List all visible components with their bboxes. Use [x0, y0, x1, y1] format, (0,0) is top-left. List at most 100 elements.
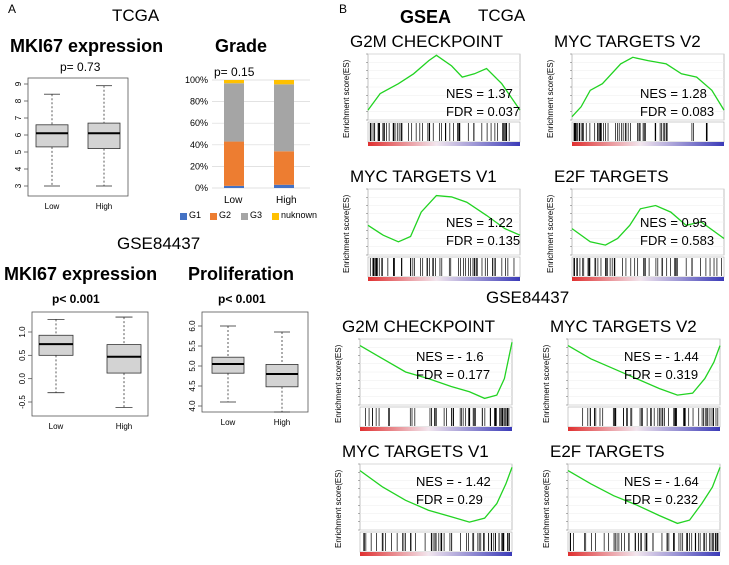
y-tick-label: 5: [14, 149, 23, 154]
gsea-title: MYC TARGETS V2: [554, 32, 701, 51]
box: [211, 356, 245, 374]
box: [38, 334, 74, 356]
box: [265, 364, 299, 388]
fdr-value: FDR = 0.135: [446, 233, 521, 248]
y-tick-label: 0.0: [18, 373, 27, 385]
hits-frame: [367, 256, 521, 278]
gsea-panel: G2M CHECKPOINT Enrichment score(ES) NES = …: [334, 315, 520, 440]
gsea-panel: MYC TARGETS V1 Enrichment score(ES) NES = …: [342, 165, 528, 290]
fdr-value: FDR = 0.037: [446, 104, 521, 119]
gse-mki67-pvalue: p< 0.001: [52, 292, 100, 306]
es-curve: [367, 54, 521, 111]
legend-label-g1: G1: [189, 210, 202, 220]
panel-b-gse-label: GSE84437: [486, 288, 570, 307]
fdr-value: FDR = 0.083: [640, 104, 715, 119]
y-tick-label: 0.5: [18, 349, 27, 361]
legend-label-g2: G2: [219, 210, 232, 220]
grade-legend: G1 G2 G3 nuknown: [180, 210, 330, 224]
hits-frame: [567, 531, 721, 553]
fdr-value: FDR = 0.177: [416, 367, 491, 382]
y-tick-label: 1.0: [18, 326, 27, 338]
panel-b-tcga-label: TCGA: [478, 6, 526, 25]
y-tick-label: 100%: [185, 75, 208, 85]
x-tick-label: High: [116, 422, 132, 431]
hits-frame: [367, 121, 521, 143]
plot-frame: [201, 311, 309, 413]
rank-bar: [360, 552, 512, 556]
y-tick-label: 6: [14, 132, 23, 137]
gsea-plot: [566, 463, 721, 556]
gsea-ylabel: Enrichment score(ES): [542, 469, 551, 548]
y-tick-label: 3: [14, 183, 23, 188]
gsea-plot: [570, 188, 725, 281]
panel-a-gse-label: GSE84437: [117, 234, 201, 253]
plot-frame: [27, 77, 129, 197]
nes-value: NES = 0.95: [640, 215, 707, 230]
tcga-mki67-boxplot: 3 4 5 6 7 8 9 Low High: [14, 77, 129, 211]
tcga-grade-pvalue: p= 0.15: [214, 65, 255, 79]
panel-b-letter: B: [339, 2, 348, 16]
y-tick-label: 9: [14, 81, 23, 86]
gsea-panel: MYC TARGETS V2 Enrichment score(ES) NES = …: [546, 30, 729, 155]
x-tick-label: Low: [221, 418, 236, 427]
nes-value: NES = 1.22: [446, 215, 513, 230]
es-curve: [567, 345, 721, 396]
panel-b-gsea-label: GSEA: [400, 7, 452, 27]
y-tick-label: 6.0: [188, 320, 197, 332]
fdr-value: FDR = 0.583: [640, 233, 715, 248]
gsea-plot: [358, 338, 513, 431]
gsea-ylabel: Enrichment score(ES): [542, 344, 551, 423]
y-tick-label: 4: [14, 166, 23, 171]
gsea-title: MYC TARGETS V2: [550, 317, 697, 336]
gse-prolif-title: Proliferation: [188, 264, 295, 284]
gsea-plot: [366, 53, 521, 146]
gsea-plot: [570, 53, 725, 146]
gsea-panel: E2F TARGETS Enrichment score(ES) NES = - 1…: [542, 440, 728, 565]
y-tick-label: 5.0: [188, 360, 197, 372]
bar-segment-g1: [274, 184, 294, 188]
legend-swatch-g3: [241, 213, 248, 220]
y-tick-label: 40%: [190, 140, 208, 150]
gse-mki67-boxplot: -0.5 0.0 0.5 1.0 Low High: [18, 311, 149, 431]
gsea-panel: MYC TARGETS V2 Enrichment score(ES) NES = …: [542, 315, 728, 440]
nes-value: NES = - 1.42: [416, 474, 491, 489]
panel-a-letter: A: [8, 2, 17, 16]
legend-label-unknown: nuknown: [281, 210, 318, 220]
y-tick-label: 5.5: [188, 340, 197, 352]
y-tick-label: 60%: [190, 118, 208, 128]
y-tick-label: 4.5: [188, 380, 197, 392]
y-tick-label: 4.0: [188, 400, 197, 412]
gsea-ylabel: Enrichment score(ES): [342, 194, 351, 273]
box: [87, 122, 121, 149]
tcga-grade-title: Grade: [215, 36, 268, 56]
box: [35, 124, 69, 148]
y-tick-label: 7: [14, 115, 23, 120]
legend-swatch-g2: [210, 213, 217, 220]
y-tick-label: 80%: [190, 97, 208, 107]
es-curve: [571, 204, 725, 246]
tcga-mki67-title: MKI67 expression: [10, 36, 164, 56]
gsea-ylabel: Enrichment score(ES): [546, 59, 555, 138]
y-tick-label: 20%: [190, 161, 208, 171]
rank-bar: [368, 277, 520, 281]
gse-prolif-pvalue: p< 0.001: [218, 292, 266, 306]
legend-label-g3: G3: [250, 210, 263, 220]
nes-value: NES = 1.37: [446, 86, 513, 101]
gsea-plot: [566, 338, 721, 431]
tcga-mki67-pvalue: p= 0.73: [60, 60, 101, 74]
plot-frame: [31, 311, 149, 417]
gsea-title: G2M CHECKPOINT: [350, 32, 504, 51]
gsea-ylabel: Enrichment score(ES): [342, 59, 351, 138]
es-curve: [571, 56, 725, 118]
nes-value: NES = - 1.44: [624, 349, 699, 364]
es-curve: [367, 194, 521, 243]
box: [106, 344, 142, 374]
gse-mki67-title: MKI67 expression: [4, 264, 158, 284]
gsea-title: G2M CHECKPOINT: [342, 317, 496, 336]
nes-value: NES = - 1.6: [416, 349, 484, 364]
gsea-panel: MYC TARGETS V1 Enrichment score(ES) NES = …: [334, 440, 520, 565]
gsea-plot: [358, 463, 513, 556]
bar-segment-nuknown: [224, 80, 244, 84]
bar-segment-nuknown: [274, 80, 294, 85]
gsea-panel: G2M CHECKPOINT Enrichment score(ES) NES = …: [342, 30, 528, 155]
